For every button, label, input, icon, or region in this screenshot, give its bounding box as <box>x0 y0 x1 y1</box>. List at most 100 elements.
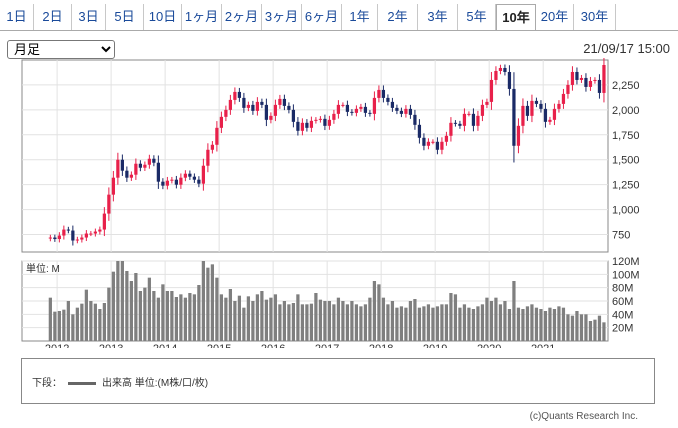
volume-tick-label: 20M <box>612 323 633 335</box>
volume-bar <box>255 294 260 341</box>
timestamp: 21/09/17 15:00 <box>583 41 670 56</box>
tab-4[interactable]: 10日 <box>144 4 182 30</box>
volume-bar <box>102 303 106 341</box>
candle-up <box>179 177 183 185</box>
period-select[interactable]: 月足 <box>7 40 115 59</box>
candle-up <box>224 109 228 117</box>
volume-bar <box>422 306 426 341</box>
volume-bar <box>183 297 187 341</box>
candle-down <box>408 108 413 115</box>
volume-bar <box>566 314 570 341</box>
candle-up <box>485 101 489 105</box>
legend-prefix: 下段： <box>32 378 62 389</box>
candle-down <box>453 122 458 124</box>
volume-bar <box>273 294 278 341</box>
volume-bar <box>413 299 417 341</box>
volume-bar <box>291 303 296 341</box>
tab-3[interactable]: 5日 <box>106 4 144 30</box>
tab-14[interactable]: 20年 <box>536 4 574 30</box>
candle-up <box>215 127 219 145</box>
candle-up <box>233 91 237 100</box>
candle-up <box>404 108 408 114</box>
volume-bar <box>341 301 345 341</box>
candle-down <box>435 141 440 150</box>
period-tabs: 1日 2日 3日 5日 10日 1ヶ月 2ヶ月 3ヶ月 6ヶ月 1年 2年 3年 5年 10年 20年 30年 <box>0 4 678 30</box>
volume-bar <box>80 303 84 341</box>
volume-bar <box>404 307 408 341</box>
candle-up <box>570 71 575 85</box>
volume-bar <box>138 291 142 341</box>
candle-up <box>57 235 61 240</box>
volume-bar <box>116 261 120 341</box>
volume-bars <box>48 261 606 341</box>
x-tick-label: 2021 <box>531 343 555 348</box>
candle-up <box>143 164 147 168</box>
volume-bar <box>219 294 224 341</box>
candle-down <box>399 110 404 114</box>
tab-15[interactable]: 30年 <box>574 4 616 30</box>
volume-bar <box>539 309 543 341</box>
candle-up <box>318 118 323 120</box>
candle-up <box>246 104 251 108</box>
tab-13[interactable]: 10年 <box>496 4 536 30</box>
volume-bar <box>489 301 494 341</box>
volume-bar <box>170 291 174 341</box>
tab-1[interactable]: 2日 <box>34 4 72 30</box>
candle-down <box>323 118 327 126</box>
candle-up <box>354 108 359 113</box>
volume-bar <box>120 261 124 341</box>
tab-0[interactable]: 1日 <box>0 4 34 30</box>
candle-up <box>372 97 377 114</box>
candle-down <box>525 105 530 116</box>
volume-tick-label: 80M <box>612 283 633 295</box>
volume-bar <box>323 301 327 341</box>
candle-up <box>111 177 115 195</box>
volume-bar <box>233 301 237 341</box>
tab-2[interactable]: 3日 <box>72 4 106 30</box>
candle-up <box>552 108 557 120</box>
volume-tick-label: 100M <box>612 269 640 281</box>
volume-bar <box>462 304 467 341</box>
volume-bar <box>354 304 359 341</box>
volume-bar <box>507 309 512 341</box>
volume-bar <box>534 307 539 341</box>
volume-bar <box>372 281 377 341</box>
volume-bar <box>107 287 111 341</box>
volume-bar <box>147 277 151 341</box>
tab-10[interactable]: 2年 <box>378 4 418 30</box>
candle-up <box>341 104 345 106</box>
candle-down <box>53 237 57 240</box>
candle-up <box>602 64 606 93</box>
candle-down <box>390 101 395 108</box>
candle-down <box>512 88 516 146</box>
tab-9[interactable]: 1年 <box>342 4 378 30</box>
volume-bar <box>480 304 485 341</box>
tab-6[interactable]: 2ヶ月 <box>222 4 262 30</box>
candle-up <box>588 80 593 87</box>
volume-bar <box>210 264 215 341</box>
tab-5[interactable]: 1ヶ月 <box>182 4 222 30</box>
volume-bar <box>381 297 386 341</box>
volume-bar <box>395 307 399 341</box>
volume-bar <box>476 306 480 341</box>
candle-up <box>147 158 151 165</box>
candle-down <box>120 159 124 171</box>
candle-down <box>584 77 588 87</box>
x-tick-label: 2017 <box>315 343 339 348</box>
volume-bar <box>309 303 314 341</box>
candle-down <box>575 71 579 80</box>
candle-up <box>201 165 206 184</box>
tab-11[interactable]: 3年 <box>418 4 458 30</box>
candle-down <box>251 104 255 111</box>
candle-up <box>75 239 79 241</box>
volume-bar <box>435 306 440 341</box>
candle-up <box>170 179 174 181</box>
volume-bar <box>48 297 52 341</box>
tab-7[interactable]: 3ヶ月 <box>262 4 302 30</box>
volume-bar <box>350 301 354 341</box>
volume-bar <box>197 285 201 341</box>
candle-down <box>507 71 512 89</box>
tab-12[interactable]: 5年 <box>458 4 496 30</box>
volume-tick-label: 60M <box>612 296 633 308</box>
tab-8[interactable]: 6ヶ月 <box>302 4 342 30</box>
